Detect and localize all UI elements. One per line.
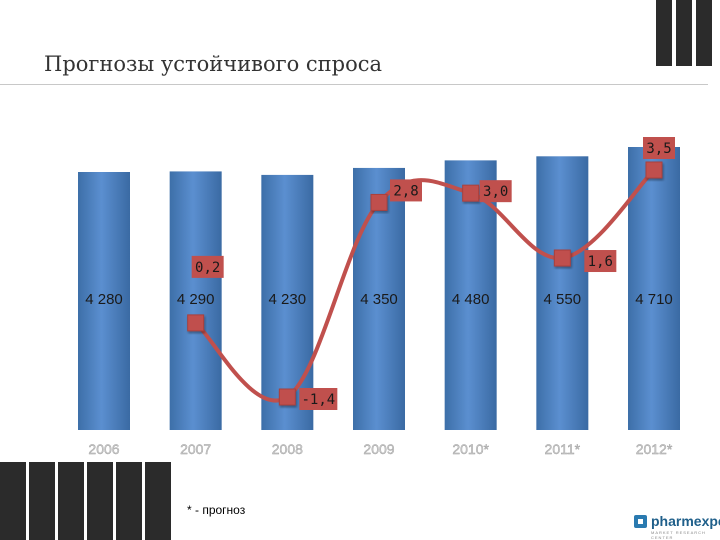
line-value-label: 3,0	[483, 184, 508, 200]
line-value-label: 2,8	[393, 183, 418, 199]
decor-bottom-blocks	[0, 462, 171, 540]
bar-2007	[169, 171, 222, 430]
line-value-label: 0,2	[195, 260, 220, 276]
line-marker-2007	[187, 314, 205, 332]
line-value-box	[479, 180, 512, 203]
line-value-box	[299, 388, 338, 410]
title-divider	[0, 84, 708, 85]
line-marker-2010*	[462, 184, 480, 202]
x-tick-label: 2009	[363, 441, 394, 457]
company-logo: pharmexpert	[634, 514, 720, 528]
bar-value-label: 4 290	[177, 291, 215, 308]
line-value-label: 3,5	[646, 141, 671, 157]
line-value-box	[584, 250, 617, 273]
x-tick-label: 2010*	[452, 441, 489, 457]
line-marker-2009	[370, 193, 388, 211]
line-value-label: 1,6	[588, 254, 613, 270]
line-value-label: -1,4	[301, 392, 335, 408]
logo-mark-icon	[634, 514, 647, 528]
line-marker-2011*	[553, 249, 571, 267]
bar-value-label: 4 280	[85, 291, 123, 308]
footnote: * - прогноз	[187, 503, 246, 517]
bar-2011*	[536, 156, 589, 431]
line-marker-2008	[278, 388, 296, 406]
bar-value-label: 4 350	[360, 291, 398, 308]
logo-text: pharmexpert	[651, 513, 720, 529]
bar-2012*	[628, 147, 680, 430]
bar-value-label: 4 480	[452, 291, 490, 308]
bar-2008	[261, 174, 314, 430]
bar-value-label: 4 710	[635, 291, 673, 308]
line-value-box	[191, 255, 224, 278]
x-tick-label: 2006	[88, 441, 119, 457]
bar-value-label: 4 550	[544, 291, 582, 308]
decor-top-blocks	[656, 0, 712, 66]
bar-2009	[353, 167, 405, 430]
bar-2006	[78, 172, 130, 430]
line-marker-2012*	[645, 161, 663, 179]
line-value-box	[390, 179, 422, 202]
page-title: Прогнозы устойчивого спроса	[44, 52, 383, 76]
x-tick-label: 2011*	[545, 441, 581, 457]
x-tick-label: 2008	[272, 441, 303, 457]
x-tick-label: 2007	[180, 441, 211, 457]
bar-value-label: 4 230	[269, 291, 307, 308]
x-tick-label: 2012*	[636, 441, 673, 457]
line-value-box	[643, 137, 675, 159]
logo-tagline: MARKET RESEARCH CENTER	[651, 530, 706, 540]
